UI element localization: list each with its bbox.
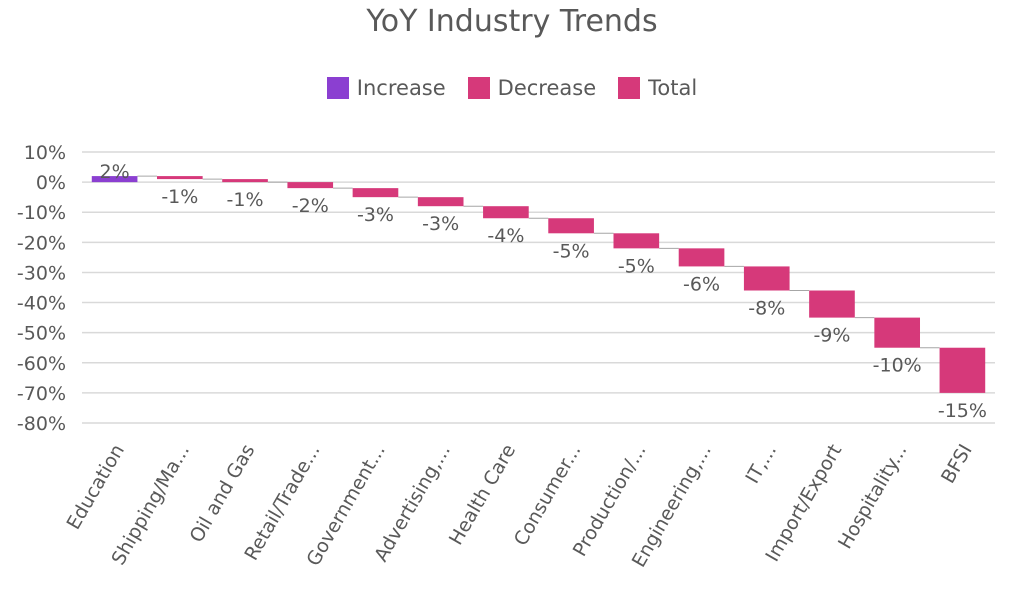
x-tick-label: Health Care — [445, 441, 520, 549]
data-label: -10% — [873, 355, 922, 377]
data-label: -9% — [813, 325, 850, 347]
legend-label-decrease: Decrease — [497, 76, 597, 100]
legend-item-decrease: Decrease — [467, 76, 597, 100]
y-tick-label: 0% — [36, 172, 66, 194]
bar-decrease — [417, 197, 464, 207]
y-tick-label: -10% — [17, 202, 66, 224]
y-tick-label: -30% — [17, 262, 66, 284]
data-label: -3% — [422, 213, 459, 235]
legend-item-total: Total — [618, 76, 697, 100]
bar-decrease — [613, 233, 660, 249]
data-label: -5% — [618, 255, 655, 277]
bar-decrease — [156, 176, 203, 180]
data-label: -1% — [161, 186, 198, 208]
x-tick-label: Consumer... — [510, 441, 586, 550]
legend-label-total: Total — [648, 76, 698, 100]
bar-decrease — [548, 218, 594, 234]
data-label: -4% — [487, 225, 524, 247]
bar-decrease — [874, 317, 921, 348]
x-tick-label: Oil and Gas — [186, 441, 260, 547]
bar-decrease — [809, 290, 855, 318]
bar-decrease — [939, 347, 986, 393]
y-tick-label: -20% — [17, 232, 66, 254]
legend-swatch-total — [618, 77, 641, 99]
legend: Increase Decrease Total — [0, 76, 1024, 100]
x-tick-label: BFSI — [937, 441, 977, 488]
data-label: -5% — [553, 240, 590, 262]
data-label: -8% — [748, 298, 785, 320]
data-label: -15% — [938, 400, 987, 422]
y-tick-label: -60% — [17, 353, 66, 375]
data-label: -6% — [683, 273, 720, 295]
y-tick-label: -50% — [17, 323, 66, 345]
legend-item-increase: Increase — [326, 76, 446, 100]
legend-swatch-decrease — [467, 77, 490, 99]
x-tick-label: IT,... — [741, 441, 781, 488]
bar-decrease — [743, 266, 790, 291]
data-label: 2% — [100, 161, 130, 183]
bar-decrease — [352, 188, 399, 198]
bar-decrease — [483, 206, 529, 219]
data-label: -3% — [357, 204, 394, 226]
legend-swatch-increase — [326, 77, 349, 99]
bar-increase — [91, 176, 138, 183]
data-label: -1% — [227, 189, 264, 211]
bar-decrease — [222, 179, 268, 183]
y-tick-label: -40% — [17, 293, 66, 315]
y-tick-label: -80% — [17, 413, 66, 435]
y-tick-label: -70% — [17, 383, 66, 405]
x-tick-label: Hospitality... — [834, 441, 912, 553]
x-tick-label: Education — [63, 441, 129, 534]
y-tick-label: 10% — [24, 142, 66, 164]
legend-label-increase: Increase — [356, 76, 446, 100]
data-label: -2% — [292, 195, 329, 217]
bar-decrease — [287, 182, 334, 189]
chart-title: YoY Industry Trends — [366, 4, 658, 39]
bar-decrease — [678, 248, 725, 267]
